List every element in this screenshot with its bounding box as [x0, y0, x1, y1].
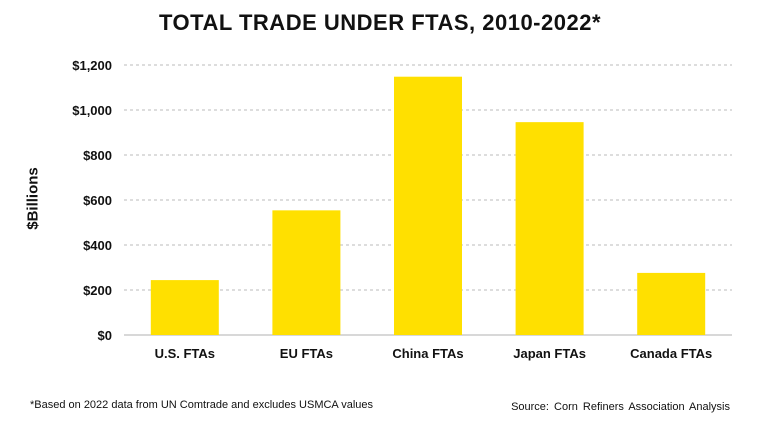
x-tick-label: Japan FTAs	[513, 346, 586, 361]
footnote: *Based on 2022 data from UN Comtrade and…	[30, 399, 374, 411]
y-tick-label: $800	[83, 148, 112, 163]
bar	[515, 122, 584, 336]
chart-title: TOTAL TRADE UNDER FTAS, 2010-2022*	[158, 10, 602, 35]
y-tick-label: $600	[83, 193, 112, 208]
y-tick-label: $0	[98, 328, 112, 343]
x-tick-label: EU FTAs	[280, 346, 333, 361]
y-tick-label: $1,200	[72, 58, 112, 73]
y-tick-label: $400	[83, 238, 112, 253]
y-tick-label: $1,000	[72, 103, 112, 118]
x-tick-label: China FTAs	[392, 346, 463, 361]
bar	[150, 280, 219, 335]
x-tick-label: U.S. FTAs	[155, 346, 215, 361]
bar	[637, 272, 706, 335]
x-tick-label: Canada FTAs	[630, 346, 712, 361]
bar	[272, 210, 341, 335]
bar	[394, 76, 462, 335]
source-note: Source: Corn Refiners Association Analys…	[511, 401, 730, 413]
y-tick-label: $200	[83, 283, 112, 298]
